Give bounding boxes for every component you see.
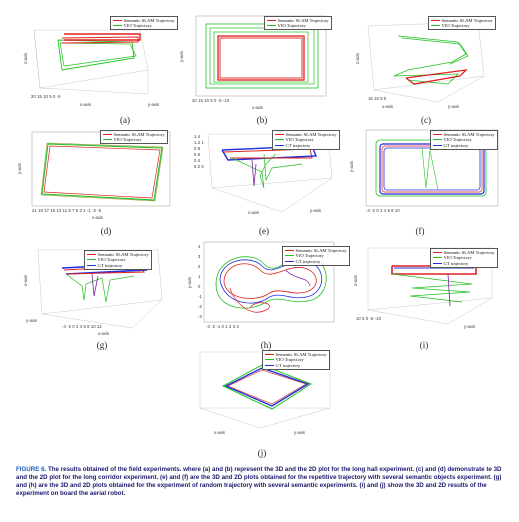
caption-text: The results obtained of the field experi… (16, 466, 502, 498)
legend-slam: Semantic SLAM Trajectory (123, 17, 175, 23)
y-axis-label: y-axis (448, 104, 459, 109)
legend: Semantic SLAM Trajectory VIO Trajectory (264, 16, 332, 31)
panel-a-plot (33, 29, 149, 95)
legend-gt: GT trajectory (285, 142, 311, 148)
legend: Semantic SLAM Trajectory VIO Trajectory … (272, 130, 340, 150)
legend-slam: Semantic SLAM Trajectory (113, 131, 165, 137)
y-axis-label: y-axis (294, 430, 305, 435)
figure-panel-i: Semantic SLAM Trajectory VIO Trajectory … (352, 244, 502, 336)
z-axis-label: z-axis (352, 275, 358, 286)
x-axis-label: x-axis (98, 331, 109, 336)
y-axis-label: y-axis (348, 161, 354, 172)
figure-panel-g: Semantic SLAM Trajectory VIO Trajectory … (22, 244, 172, 336)
legend-vio: VIO Trajectory (443, 137, 472, 143)
legend: Semantic SLAM Trajectory VIO Trajectory … (430, 130, 498, 150)
legend-slam: Semantic SLAM Trajectory (441, 17, 493, 23)
legend: Semantic SLAM Trajectory VIO Trajectory … (430, 248, 498, 268)
legend-slam: Semantic SLAM Trajectory (275, 351, 327, 357)
x-axis-label: x-axis (248, 210, 259, 215)
figure-panel-c: Semantic SLAM Trajectory VIO Trajectory … (348, 10, 498, 110)
y-axis-label: y-axis (186, 277, 192, 288)
legend: Semantic SLAM Trajectory VIO Trajectory … (84, 250, 152, 270)
legend-vio: VIO Trajectory (275, 357, 304, 363)
legend: Semantic SLAM Trajectory VIO Trajectory … (262, 350, 330, 370)
x-axis-label: x-axis (252, 105, 263, 110)
legend-gt: GT trajectory (443, 142, 469, 148)
legend-vio: VIO Trajectory (123, 23, 152, 29)
x-ticks: -3 -2 -1 0 1 2 3 4 (206, 324, 239, 329)
x-ticks: 20 15 10 5 0 -5 (31, 94, 61, 99)
legend-slam: Semantic SLAM Trajectory (295, 247, 347, 253)
legend-slam: Semantic SLAM Trajectory (285, 131, 337, 137)
panel-d-plot (31, 131, 171, 207)
panel-label-j: (j) (257, 448, 267, 458)
legend-slam: Semantic SLAM Trajectory (97, 251, 149, 257)
legend: Semantic SLAM Trajectory VIO Trajectory (110, 16, 178, 31)
y-axis-label: y-axis (26, 318, 37, 323)
panel-label-g: (g) (96, 340, 108, 350)
x-axis-label: x-axis (382, 104, 393, 109)
legend-slam: Semantic SLAM Trajectory (443, 131, 495, 137)
x-axis-label: x-axis (92, 215, 103, 220)
panel-label-i: (i) (419, 340, 429, 350)
x-ticks: -4 -2 0 2 4 6 8 10 12 (62, 324, 102, 329)
panel-label-d: (d) (100, 226, 112, 236)
x-ticks: 21 19 17 15 13 11 9 7 5 3 1 -1 -3 -5 (32, 208, 102, 213)
figure-panel-h: Semantic SLAM Trajectory VIO Trajectory … (186, 240, 350, 336)
figure-panel-f: Semantic SLAM Trajectory VIO Trajectory … (348, 128, 502, 220)
figure-panel-j: Semantic SLAM Trajectory VIO Trajectory … (190, 346, 340, 442)
legend-vio: VIO Trajectory (285, 137, 314, 143)
panel-h-plot (203, 241, 335, 323)
figure-panel-a: Semantic SLAM Trajectory VIO Trajectory … (20, 10, 178, 110)
x-axis-label: x-axis (80, 102, 91, 107)
z-axis-label: z-axis (22, 275, 28, 286)
figure-panel-b: Semantic SLAM Trajectory VIO Trajectory … (178, 10, 332, 110)
legend-vio: VIO Trajectory (443, 255, 472, 261)
y-axis-label: y-axis (148, 102, 159, 107)
panel-label-e: (e) (259, 226, 269, 236)
legend: Semantic SLAM Trajectory VIO Trajectory … (282, 246, 350, 266)
panel-label-b: (b) (256, 115, 268, 125)
legend-gt: GT trajectory (97, 262, 123, 268)
figure-label: FIGURE 6. (16, 466, 47, 473)
legend-vio: VIO Trajectory (113, 137, 142, 143)
x-ticks: 15 10 5 0 (368, 96, 387, 101)
y-axis-label: y-axis (310, 208, 321, 213)
legend-slam: Semantic SLAM Trajectory (277, 17, 329, 23)
panel-label-c: (c) (421, 115, 431, 125)
panel-label-f: (f) (415, 226, 425, 236)
z-axis-label: z-axis (22, 53, 28, 64)
y-axis-label: y-axis (178, 51, 184, 62)
legend-vio: VIO Trajectory (295, 253, 324, 259)
x-ticks: 20 15 10 5 0 -5 -10 (192, 98, 230, 103)
legend-slam: Semantic SLAM Trajectory (443, 249, 495, 255)
legend-gt: GT trajectory (275, 362, 301, 368)
panel-label-a: (a) (120, 115, 130, 125)
legend-gt: GT trajectory (295, 258, 321, 264)
legend-vio: VIO Trajectory (441, 23, 470, 29)
x-ticks: 10 5 0 -5 -10 (356, 316, 382, 321)
figure-caption: FIGURE 6. The results obtained of the fi… (16, 466, 504, 498)
legend-vio: VIO Trajectory (277, 23, 306, 29)
x-ticks: -4 -2 0 2 4 6 8 10 (366, 208, 400, 213)
panel-label-h: (h) (260, 340, 272, 350)
y-axis-label: y-axis (16, 163, 22, 174)
z-ticks: 1.4 1.2 1 0.8 0.6 0.4 0.2 0 (194, 134, 204, 169)
legend: Semantic SLAM Trajectory VIO Trajectory (428, 16, 496, 31)
legend-gt: GT trajectory (443, 260, 469, 266)
y-ticks: 4 3 2 1 0 -1 -2 -3 (198, 244, 202, 319)
panel-b-plot (195, 15, 327, 97)
legend-vio: VIO Trajectory (97, 257, 126, 263)
x-axis-label: x-axis (214, 430, 225, 435)
legend: Semantic SLAM Trajectory VIO Trajectory (100, 130, 168, 145)
z-axis-label: z-axis (354, 53, 360, 64)
figure-panel-e: Semantic SLAM Trajectory VIO Trajectory … (192, 128, 342, 220)
y-axis-label: y-axis (464, 324, 475, 329)
figure-panel-d: Semantic SLAM Trajectory VIO Trajectory … (16, 128, 175, 220)
panel-j-plot (199, 351, 331, 429)
